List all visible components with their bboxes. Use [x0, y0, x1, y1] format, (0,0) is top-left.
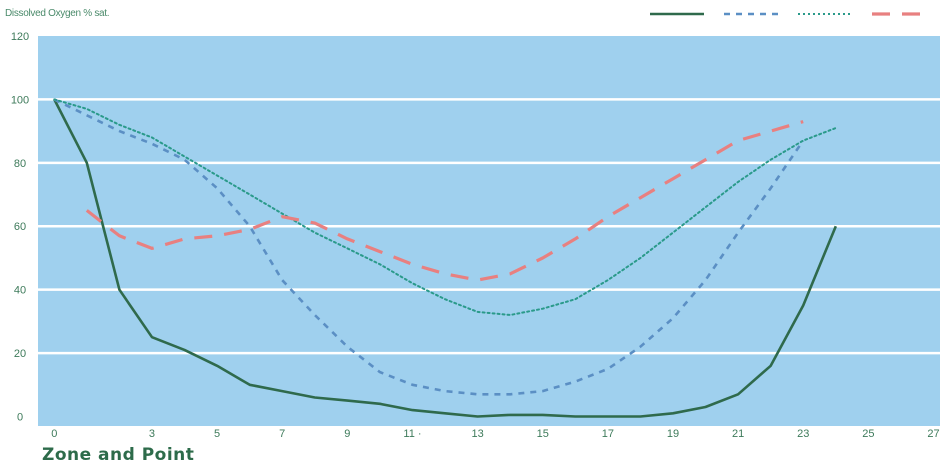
- y-tick-label: 0: [17, 411, 23, 423]
- x-tick-label: 15: [537, 428, 549, 440]
- x-tick-label: 27: [927, 428, 939, 440]
- y-tick-label: 120: [11, 31, 29, 43]
- x-tick-label: 7: [279, 428, 285, 440]
- y-tick-labels: 0 20 40 60 80 100 120: [11, 31, 29, 423]
- x-axis-label: Zone and Point: [42, 445, 195, 465]
- series-line-3: [53, 98, 837, 316]
- x-tick-label: 21: [732, 428, 744, 440]
- y-tick-label: 80: [14, 158, 26, 170]
- x-tick-label: 23: [797, 428, 809, 440]
- x-tick-label: 0: [51, 428, 57, 440]
- series-line-1: [53, 98, 838, 418]
- y-tick-label: 40: [14, 285, 26, 297]
- x-tick-label: 3: [149, 428, 155, 440]
- series-line-4: [85, 120, 804, 282]
- x-tick-label: 19: [667, 428, 679, 440]
- x-tick-label: 9: [344, 428, 350, 440]
- x-tick-label: 5: [214, 428, 220, 440]
- plot-background: [38, 36, 940, 426]
- x-tick-label: 25: [862, 428, 874, 440]
- x-tick-label: 13: [471, 428, 483, 440]
- series-line-2: [53, 98, 805, 396]
- x-tick-label: 17: [602, 428, 614, 440]
- x-tick-label: 11 ·: [403, 428, 421, 440]
- x-tick-labels: 0 3 5 7 9 11 · 13 15 17 19 21 23 25 27: [51, 428, 939, 440]
- data-series: [53, 98, 838, 418]
- y-tick-label: 20: [14, 348, 26, 360]
- y-tick-label: 100: [11, 94, 29, 106]
- y-tick-label: 60: [14, 221, 26, 233]
- y-axis-label: Dissolved Oxygen % sat.: [5, 8, 110, 19]
